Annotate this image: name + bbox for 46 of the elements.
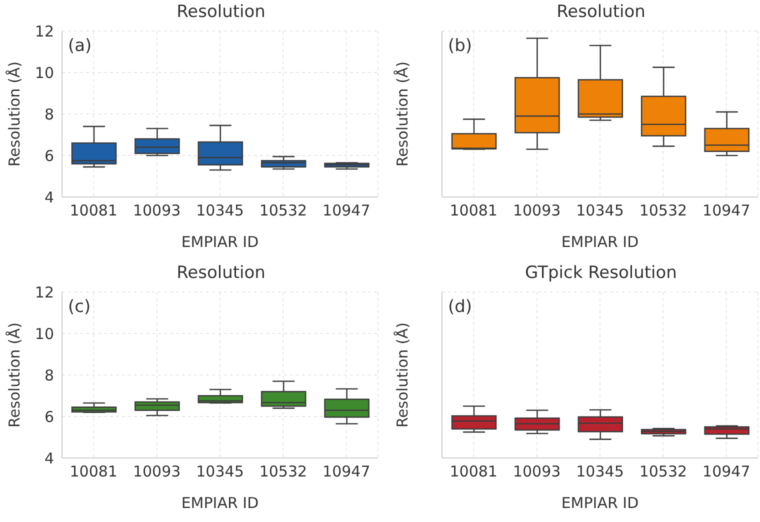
x-tick-label: 10345: [196, 462, 244, 481]
x-tick-label: 10947: [322, 202, 370, 220]
x-tick-label: 10081: [70, 462, 118, 481]
x-tick-label: 10345: [576, 202, 624, 220]
y-tick-label: 12: [34, 22, 54, 40]
x-tick-label: 10947: [322, 462, 370, 481]
x-tick-label: 10093: [132, 462, 181, 481]
x-tick-label: 10345: [196, 202, 244, 220]
x-tick-label: 10093: [512, 202, 561, 220]
x-tick-label: 10532: [639, 462, 688, 481]
x-axis-title: EMPIAR ID: [561, 494, 639, 512]
y-axis-title: Resolution (Å): [5, 61, 24, 167]
y-tick-label: 12: [34, 283, 54, 302]
chart-title: Resolution: [176, 2, 266, 22]
y-tick-label: 6: [44, 146, 54, 165]
x-tick-label: 10532: [259, 462, 308, 481]
annotation: (b): [448, 36, 472, 56]
y-tick-label: 8: [44, 366, 54, 384]
y-axis-title: Resolution (Å): [393, 61, 412, 167]
y-tick-label: 8: [44, 105, 54, 124]
x-tick-label: 10081: [450, 202, 498, 220]
annotation: (d): [448, 297, 472, 317]
y-tick-label: 10: [34, 64, 54, 82]
x-tick-label: 10532: [639, 202, 688, 220]
x-tick-label: 10081: [70, 202, 118, 220]
x-tick-label: 10532: [259, 202, 308, 220]
y-tick-label: 10: [34, 324, 54, 343]
y-tick-label: 6: [44, 408, 54, 426]
y-axis-title: Resolution (Å): [393, 322, 412, 428]
x-axis-title: EMPIAR ID: [181, 494, 259, 512]
chart-title: Resolution: [176, 263, 266, 283]
x-tick-label: 10947: [702, 462, 750, 481]
x-tick-label: 10345: [576, 462, 624, 481]
x-tick-label: 10947: [702, 202, 750, 220]
y-tick-label: 4: [44, 188, 54, 206]
chart-title: GTpick Resolution: [524, 263, 678, 283]
annotation: (c): [68, 297, 91, 317]
x-tick-label: 10093: [132, 202, 181, 220]
x-axis-title: EMPIAR ID: [181, 233, 259, 251]
x-tick-label: 10081: [450, 462, 498, 481]
x-axis-title: EMPIAR ID: [561, 233, 639, 251]
y-tick-label: 4: [44, 449, 54, 468]
chart-title: Resolution: [556, 2, 646, 22]
annotation: (a): [68, 36, 92, 56]
y-axis-title: Resolution (Å): [5, 322, 24, 428]
x-tick-label: 10093: [512, 462, 561, 481]
